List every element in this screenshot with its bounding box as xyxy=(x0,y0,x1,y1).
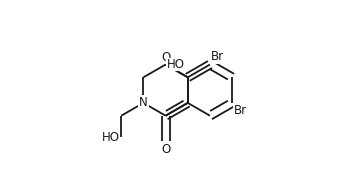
Text: O: O xyxy=(161,51,170,64)
Text: N: N xyxy=(139,96,148,109)
Text: O: O xyxy=(161,143,170,156)
Text: Br: Br xyxy=(234,104,247,117)
Text: HO: HO xyxy=(167,58,185,71)
Text: HO: HO xyxy=(102,131,120,144)
Text: O: O xyxy=(211,50,220,63)
Text: Br: Br xyxy=(211,50,224,63)
